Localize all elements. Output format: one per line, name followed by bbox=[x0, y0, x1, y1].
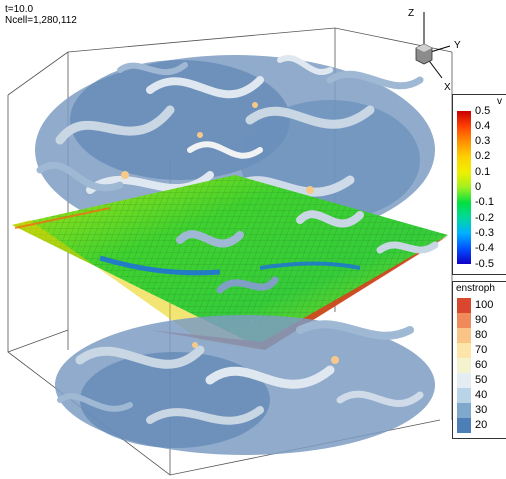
cell-count-label: Ncell=1,280,112 bbox=[5, 15, 77, 26]
enstrophy-legend-label: 50 bbox=[475, 374, 488, 386]
time-label: t=10.0 bbox=[5, 4, 34, 15]
orientation-axes: Z Y X bbox=[408, 8, 461, 93]
axis-x-label: X bbox=[444, 82, 451, 93]
simulation-info: t=10.0 Ncell=1,280,112 bbox=[5, 4, 77, 26]
enstrophy-legend-label: 40 bbox=[475, 389, 488, 401]
vortex-tubes-mid bbox=[176, 210, 439, 294]
enstrophy-swatch bbox=[457, 343, 471, 358]
enstrophy-legend-label: 100 bbox=[475, 299, 494, 311]
enstrophy-swatch bbox=[457, 388, 471, 403]
velocity-legend: v 0.5 0.4 0.3 0.2 0.1 0 -0.1 -0.2 -0.3 -0.4 -0.5 bbox=[452, 94, 506, 275]
enstrophy-swatch bbox=[457, 313, 471, 328]
axis-z-label: Z bbox=[408, 8, 414, 19]
enstrophy-swatch bbox=[457, 298, 471, 313]
velocity-colorbar bbox=[457, 111, 471, 264]
enstrophy-swatch bbox=[457, 358, 471, 373]
enstrophy-legend-title: enstroph bbox=[456, 283, 495, 294]
enstrophy-legend: enstroph 100 90 80 70 60 50 40 30 20 bbox=[452, 281, 506, 439]
enstrophy-legend-label: 70 bbox=[475, 344, 488, 356]
velocity-plane-slice bbox=[12, 175, 448, 350]
vortex-tubes-lower bbox=[55, 315, 435, 455]
enstrophy-legend-label: 20 bbox=[475, 419, 488, 431]
enstrophy-swatch bbox=[457, 328, 471, 343]
enstrophy-legend-label: 60 bbox=[475, 359, 488, 371]
enstrophy-swatch bbox=[457, 418, 471, 433]
enstrophy-legend-label: 90 bbox=[475, 314, 488, 326]
enstrophy-swatch bbox=[457, 403, 471, 418]
velocity-legend-title: v bbox=[497, 96, 502, 107]
enstrophy-swatch bbox=[457, 373, 471, 388]
enstrophy-legend-label: 80 bbox=[475, 329, 488, 341]
enstrophy-legend-label: 30 bbox=[475, 404, 488, 416]
axis-y-label: Y bbox=[454, 40, 461, 51]
